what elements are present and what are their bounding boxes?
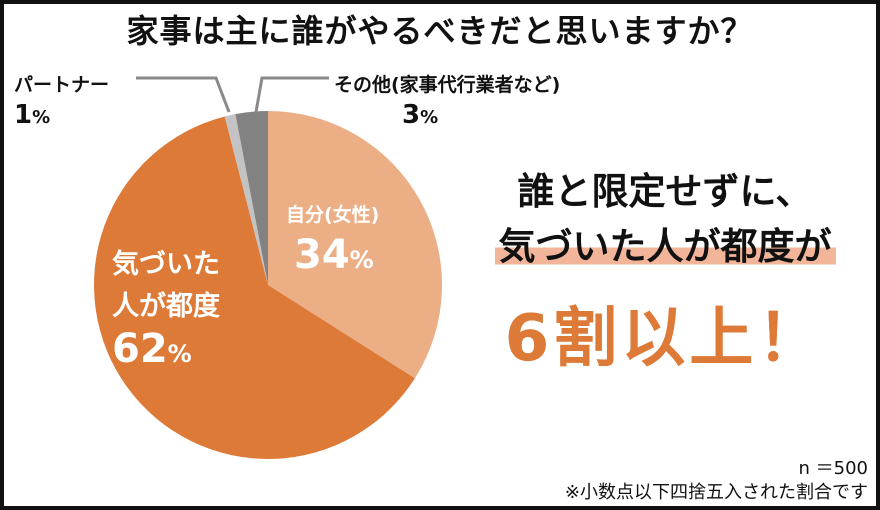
- headline-line2: 気づいた人が都度が: [452, 216, 878, 270]
- self-slice-label: 自分(女性): [286, 204, 380, 226]
- rounding-note: ※小数点以下四捨五入された割合です: [564, 482, 868, 503]
- headline-line3: 6割以上！: [504, 302, 826, 376]
- sample-size: n ＝500: [798, 458, 869, 479]
- slice-partner: [224, 114, 268, 285]
- self-slice-percent: 34%: [294, 232, 374, 278]
- aware-slice-percent: 62%: [112, 326, 192, 372]
- other-percent: 3%: [402, 100, 439, 130]
- partner-label: パートナー: [14, 74, 110, 96]
- chart-title: 家事は主に誰がやるべきだと思いますか？: [126, 12, 754, 50]
- partner-percent: 1%: [14, 100, 51, 130]
- aware-slice-label-line2: 人が都度: [112, 291, 220, 322]
- slice-other: [235, 111, 268, 285]
- headline-line1: 誰と限定せずに、: [517, 170, 813, 213]
- partner-leader-line: [136, 76, 231, 113]
- other-label: その他(家事代行業者など): [334, 74, 561, 96]
- other-leader-line: [254, 76, 329, 113]
- slice-aware: [93, 116, 415, 460]
- slice-self: [268, 111, 442, 379]
- pie-chart: [93, 76, 442, 460]
- aware-slice-label-line1: 気づいた: [112, 249, 220, 280]
